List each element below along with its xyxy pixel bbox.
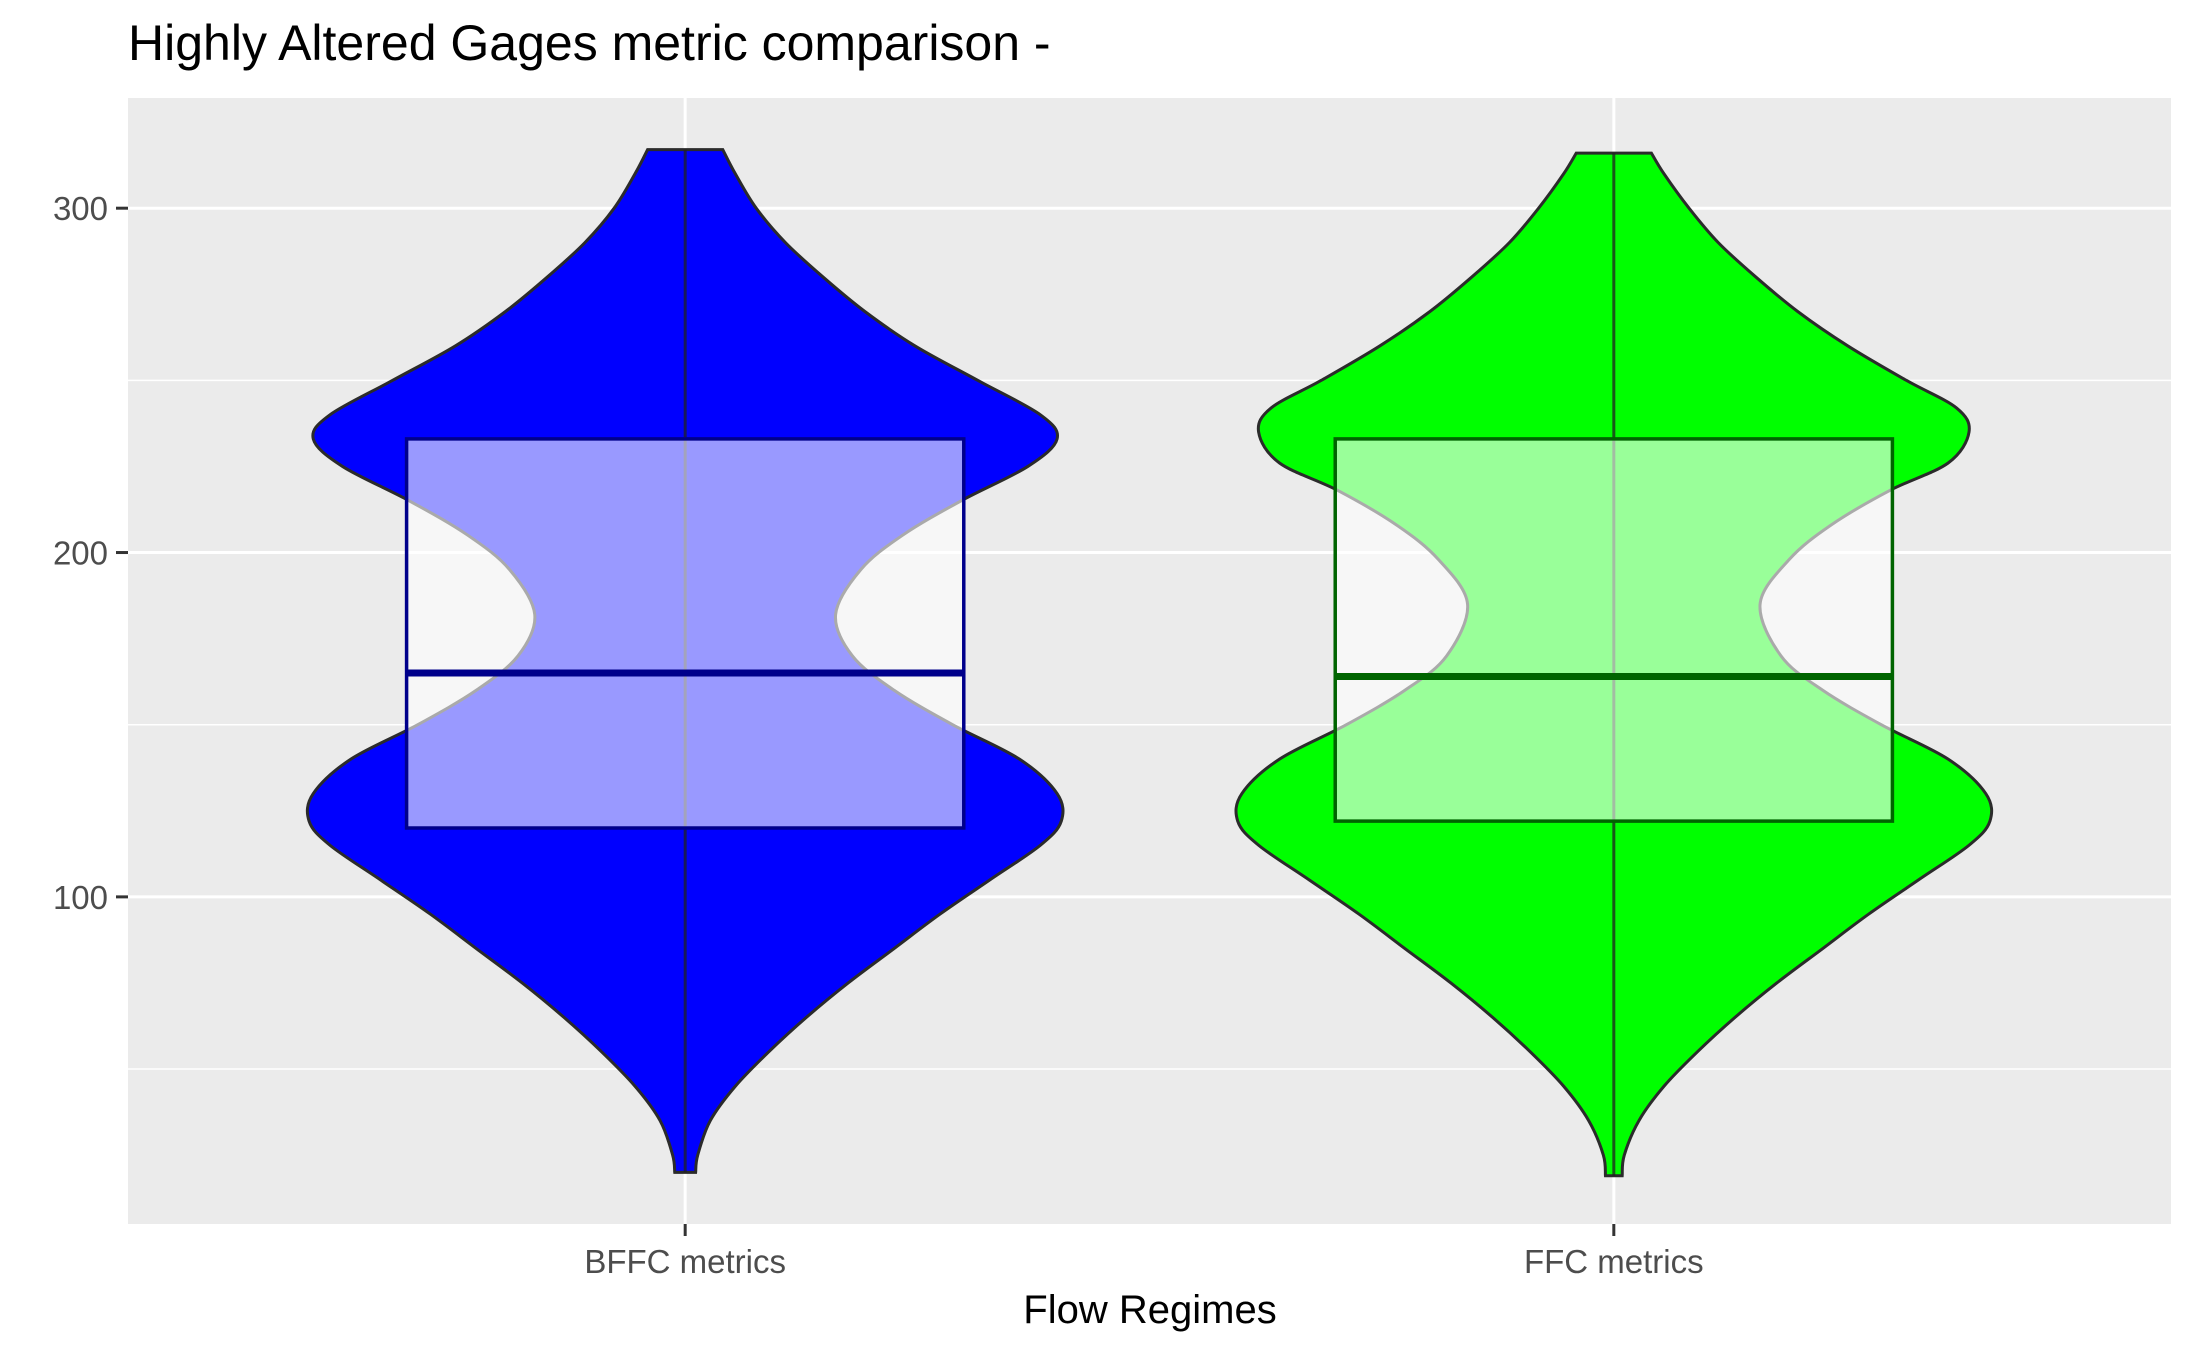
y-tick-label: 300 bbox=[53, 190, 108, 227]
boxplots bbox=[404, 149, 1895, 1176]
box-iqr bbox=[1333, 437, 1895, 823]
x-tick-label: FFC metrics bbox=[1524, 1243, 1704, 1280]
y-tick-label: 100 bbox=[53, 879, 108, 916]
chart-title: Highly Altered Gages metric comparison - bbox=[128, 15, 1051, 71]
box-iqr bbox=[404, 437, 966, 830]
y-axis: 100 200 300 bbox=[53, 190, 128, 916]
x-axis-title: Flow Regimes bbox=[1023, 1288, 1276, 1332]
x-tick-label: BFFC metrics bbox=[584, 1243, 786, 1280]
x-axis: BFFC metrics FFC metrics bbox=[584, 1224, 1704, 1280]
y-tick-label: 200 bbox=[53, 535, 108, 572]
